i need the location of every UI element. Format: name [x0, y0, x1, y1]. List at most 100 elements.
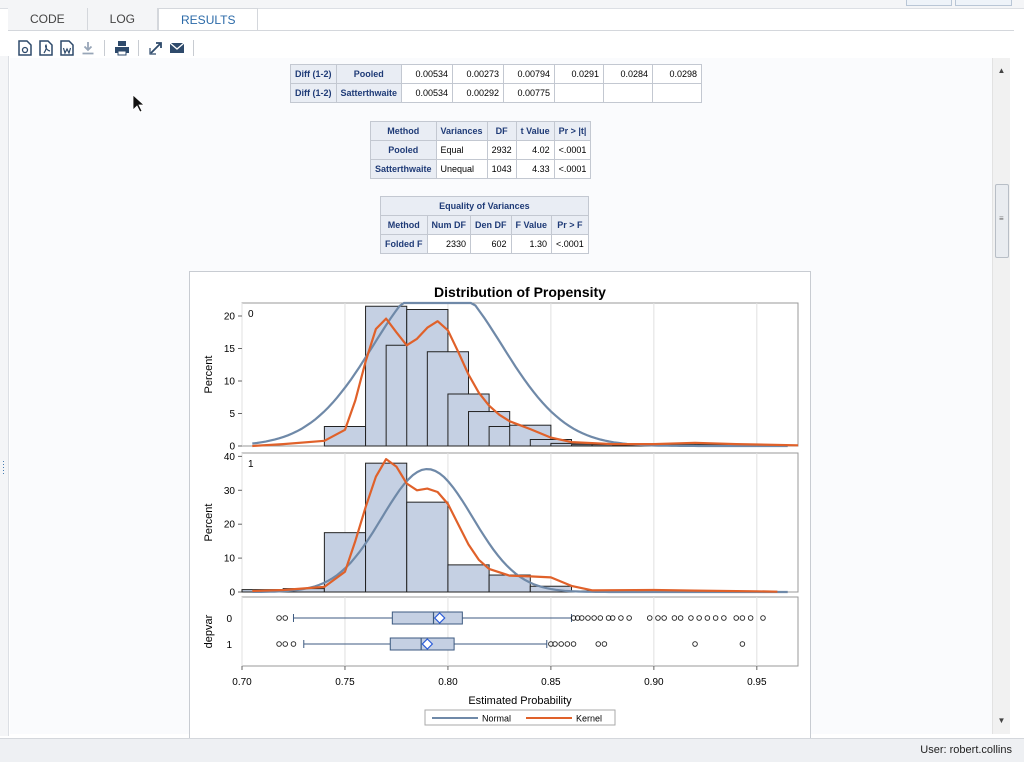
box-outlier	[552, 641, 558, 647]
box-outlier	[548, 641, 554, 647]
box-outlier	[626, 615, 632, 621]
row-header: Pooled	[370, 140, 437, 160]
box-outlier	[574, 615, 581, 621]
propensity-chart-panel: Distribution of Propensity 0 0 5 10 15 20 Perce…	[189, 271, 811, 743]
top-edge-button[interactable]	[955, 0, 1012, 6]
table-header-row: Method Variances DF t Value Pr > |t|	[370, 121, 592, 141]
toolbar-separator	[104, 40, 105, 56]
box-outlier	[747, 615, 754, 621]
box-outlier	[601, 641, 608, 647]
vertical-scrollbar[interactable]: ▲ ≡ ▼	[992, 58, 1010, 734]
tab-log[interactable]: LOG	[87, 8, 159, 30]
table-cell: 2330	[426, 234, 471, 254]
panel-label: 0	[248, 309, 254, 320]
legend-normal-label: Normal	[482, 714, 511, 724]
box-outlier	[618, 615, 624, 621]
tab-code[interactable]: CODE	[8, 8, 88, 30]
html-report-icon[interactable]	[14, 39, 35, 57]
tab-results[interactable]: RESULTS	[158, 8, 259, 30]
normal-curve	[252, 301, 788, 448]
x-tick-label: 0.75	[335, 677, 355, 688]
box-outlier	[276, 641, 282, 647]
box-outlier	[661, 615, 667, 621]
table-cell: 0.00273	[452, 64, 505, 84]
table-cell: 602	[470, 234, 512, 254]
rtf-report-icon[interactable]	[56, 39, 77, 57]
top-edge-button[interactable]	[906, 0, 952, 6]
box-outlier	[558, 641, 564, 647]
column-header: Variances	[435, 121, 488, 141]
box-mean-marker	[421, 638, 434, 650]
left-splitter[interactable]: · · · · ·	[0, 56, 9, 736]
box-outlier	[704, 615, 711, 621]
box-outlier	[721, 615, 727, 621]
column-header: Method	[370, 121, 437, 141]
box-outlier	[282, 615, 288, 621]
box-outlier	[591, 615, 597, 621]
column-header: Method	[380, 215, 428, 235]
box-outlier	[609, 615, 616, 621]
legend-box	[424, 709, 616, 726]
print-icon[interactable]	[111, 39, 132, 57]
table-cell: 0.00775	[503, 83, 556, 103]
x-tick-label: 0.70	[232, 677, 252, 688]
ttest-table: Method Variances DF t Value Pr > |t| Pooled Eq…	[370, 121, 592, 179]
table-row: Satterthwaite Unequal 1043 4.33 <.0001	[370, 159, 592, 179]
diff-table: Diff (1-2) Pooled 0.00534 0.00273 0.00794 0.0…	[290, 64, 703, 103]
box-outlier	[733, 615, 739, 621]
table-cell: 4.33	[515, 159, 555, 179]
histogram-bar	[488, 574, 531, 593]
y-tick-label: 15	[224, 344, 236, 355]
kernel-curve	[252, 317, 799, 448]
table-cell: <.0001	[551, 234, 589, 254]
y-tick-label: 10	[224, 554, 236, 565]
scrollbar-thumb[interactable]: ≡	[995, 184, 1009, 258]
box-outlier	[696, 615, 702, 621]
box-iqr	[391, 611, 463, 625]
column-header: t Value	[515, 121, 555, 141]
row-header: Satterthwaite	[370, 159, 437, 179]
table-cell: 0.00534	[401, 83, 454, 103]
box-outlier	[597, 615, 604, 621]
box-row-label: 1	[226, 640, 232, 651]
box-outlier	[677, 615, 684, 621]
box-outlier	[579, 615, 585, 621]
box-row-label: 0	[226, 614, 232, 625]
top-edge-strip	[0, 0, 1024, 9]
splitter-grip-icon[interactable]: · · · · ·	[2, 456, 5, 478]
table-cell	[652, 83, 703, 103]
table-cell: 0.0298	[652, 64, 703, 84]
equality-of-variances-table: Equality of Variances Method Num DF Den DF F…	[380, 196, 589, 254]
scroll-up-icon[interactable]: ▲	[997, 66, 1006, 75]
column-header: DF	[486, 121, 517, 141]
row-header: Diff (1-2)	[290, 83, 337, 103]
scroll-down-icon[interactable]: ▼	[997, 716, 1006, 725]
results-toolbar	[14, 38, 200, 58]
box-outlier	[570, 615, 577, 621]
table-cell: 1043	[486, 159, 517, 179]
expand-icon[interactable]	[145, 39, 166, 57]
box-outlier	[605, 615, 612, 621]
table-cell: <.0001	[553, 140, 592, 160]
box-outlier	[739, 641, 746, 647]
x-tick-label: 0.80	[438, 677, 458, 688]
y-tick-label: 5	[229, 409, 235, 420]
box-outlier	[282, 641, 288, 647]
table-cell: 0.0291	[554, 64, 605, 84]
x-tick-label: 0.95	[747, 677, 767, 688]
download-icon[interactable]	[77, 39, 98, 57]
table-cell: 2932	[486, 140, 517, 160]
toolbar-separator	[193, 40, 194, 56]
histogram-bar	[406, 501, 449, 593]
pdf-report-icon[interactable]	[35, 39, 56, 57]
table-cell	[554, 83, 605, 103]
column-header: F Value	[510, 215, 553, 235]
table-cell: 4.02	[515, 140, 555, 160]
kernel-curve	[252, 458, 778, 593]
table-title-row: Equality of Variances	[380, 196, 589, 216]
box-outlier	[655, 615, 661, 621]
email-icon[interactable]	[166, 39, 187, 57]
box-mean-marker	[433, 612, 446, 624]
table-row: Diff (1-2) Satterthwaite 0.00534 0.00292 0.0…	[290, 83, 703, 103]
table-row: Pooled Equal 2932 4.02 <.0001	[370, 140, 592, 160]
